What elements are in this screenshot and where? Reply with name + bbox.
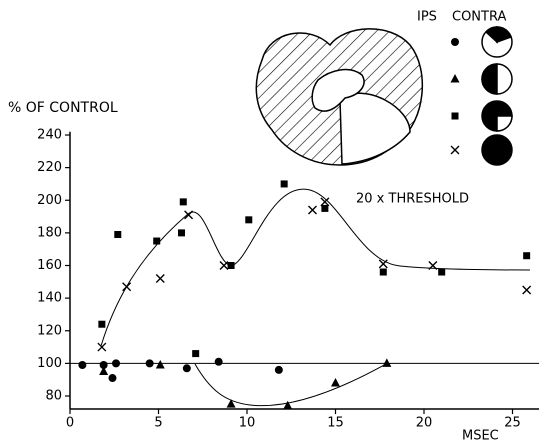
point	[438, 268, 446, 276]
point	[155, 360, 165, 369]
legend-ips	[450, 38, 460, 155]
x-tick-label: 10	[239, 416, 256, 431]
y-tick-label: 160	[37, 258, 62, 273]
y-axis-label: % OF CONTROL	[8, 100, 118, 116]
legend-marker	[451, 112, 459, 120]
point	[97, 342, 107, 352]
x-tick-label: 15	[327, 416, 344, 431]
point	[155, 274, 165, 284]
legend-marker	[451, 38, 459, 46]
point	[378, 259, 388, 269]
legend-contra-icons	[481, 26, 513, 166]
point	[153, 237, 161, 245]
point	[307, 205, 317, 215]
brain-diagram	[255, 28, 423, 166]
legend-header: CONTRA	[452, 10, 506, 25]
point	[226, 399, 236, 408]
point	[114, 231, 122, 239]
point	[112, 359, 121, 368]
point	[379, 268, 387, 276]
legend-header: IPS	[417, 10, 437, 25]
legend-marker	[450, 74, 460, 83]
point	[122, 282, 132, 292]
point	[178, 229, 186, 237]
point	[219, 261, 229, 270]
point	[280, 180, 288, 188]
point	[320, 197, 330, 207]
y-tick-label: 200	[37, 193, 62, 208]
point	[78, 361, 87, 370]
point	[98, 320, 106, 328]
point	[145, 359, 154, 368]
point	[192, 350, 200, 358]
y-tick-label: 220	[37, 160, 62, 175]
x-tick-label: 5	[154, 416, 162, 431]
legend-marker	[450, 145, 460, 155]
y-tick-label: 180	[37, 225, 62, 240]
point	[214, 357, 223, 366]
y-tick-label: 120	[37, 323, 62, 338]
point	[179, 198, 187, 206]
point	[331, 377, 340, 387]
point	[182, 364, 191, 373]
y-tick-label: 80	[45, 389, 62, 404]
x-axis-label: MSEC	[462, 429, 499, 444]
point	[382, 358, 392, 367]
point	[321, 204, 329, 212]
point	[99, 361, 108, 370]
fit-curve	[194, 363, 387, 407]
point	[99, 366, 109, 376]
point	[274, 365, 283, 374]
point	[245, 216, 253, 224]
point	[108, 374, 117, 383]
point	[428, 261, 438, 270]
y-tick-label: 240	[37, 128, 62, 143]
point	[523, 252, 531, 260]
x-tick-label: 20	[416, 416, 433, 431]
annotation: 20 x THRESHOLD	[356, 192, 469, 207]
point	[522, 285, 532, 295]
point	[227, 262, 235, 269]
point	[184, 210, 194, 220]
fit-curve	[100, 188, 531, 347]
point	[283, 400, 293, 410]
y-tick-label: 100	[37, 356, 62, 371]
x-tick-label: 0	[66, 416, 74, 431]
y-tick-label: 140	[37, 291, 62, 306]
x-tick-label: 25	[504, 416, 521, 431]
